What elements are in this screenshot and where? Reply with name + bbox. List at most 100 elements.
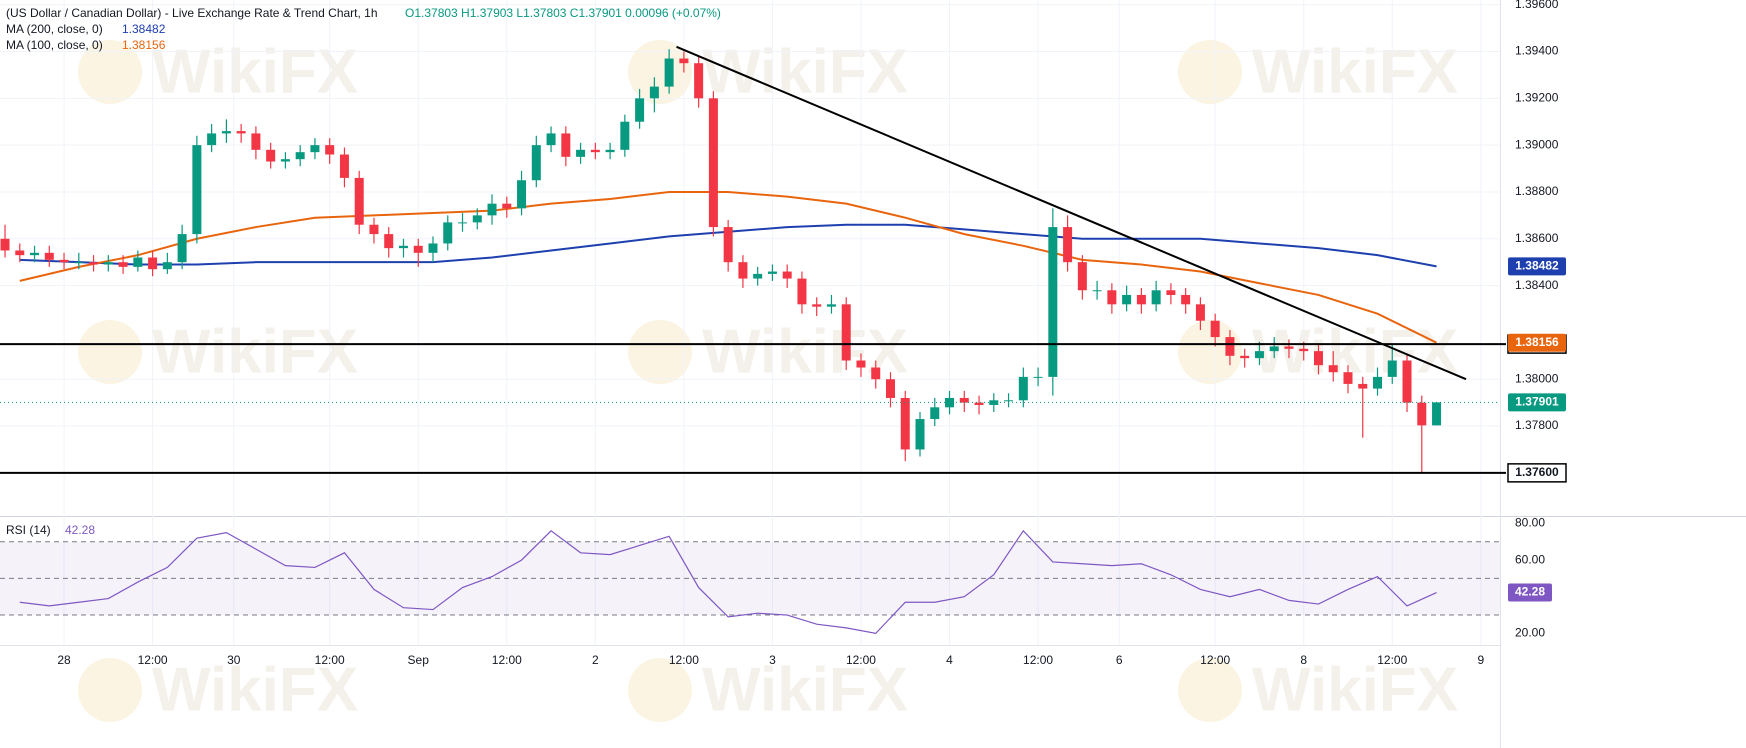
candle-body: [1048, 227, 1058, 377]
candle-body: [413, 245, 423, 253]
candle-body: [59, 259, 69, 263]
rsi-tag: [1508, 583, 1552, 602]
rsi-tick-label: 80.00: [1515, 516, 1545, 530]
x-tick-label: 28: [57, 653, 71, 667]
trendline: [676, 45, 1467, 381]
watermark-logo: [1178, 658, 1242, 722]
ma-tag: [1508, 333, 1566, 352]
ma-tag: [1508, 257, 1566, 276]
watermark-logo: [78, 320, 142, 384]
candle-body: [1092, 290, 1102, 292]
y-tick-label: 1.39400: [1515, 44, 1559, 58]
legend-name: MA (200, close, 0): [6, 22, 103, 36]
candle-body: [443, 222, 453, 244]
watermark: WikiFX: [1252, 37, 1458, 106]
candle-body: [620, 121, 630, 150]
chart-title: (US Dollar / Canadian Dollar) - Live Exc…: [6, 6, 378, 20]
candle-body: [1284, 346, 1294, 349]
candle-body: [930, 407, 940, 420]
ma-tag-label: 1.38156: [1515, 335, 1559, 349]
x-tick-label: 12:00: [492, 653, 522, 667]
candle-body: [738, 262, 748, 279]
y-tick-label: 1.39600: [1515, 0, 1559, 11]
y-tick-label: 1.38800: [1515, 184, 1559, 198]
moving-average: [19, 190, 1437, 344]
candle-body: [1432, 402, 1442, 426]
rsi-current: 42.28: [65, 523, 95, 537]
x-tick-label: 12:00: [1023, 653, 1053, 667]
candle-body: [133, 257, 143, 267]
level-tag: [1507, 463, 1567, 483]
candle-body: [295, 152, 305, 160]
candle-body: [207, 133, 217, 146]
candle-body: [517, 180, 527, 209]
candle-body: [251, 133, 261, 150]
candle-body: [531, 145, 541, 181]
candle-body: [1107, 290, 1117, 305]
candle-body: [428, 243, 438, 253]
candle-body: [1151, 290, 1161, 305]
candle-body: [1402, 360, 1412, 403]
candle-body: [635, 98, 645, 122]
candle-body: [162, 262, 172, 270]
y-tick-label: 1.38600: [1515, 231, 1559, 245]
candle-body: [1269, 346, 1279, 352]
candle-body: [856, 360, 866, 368]
candle-body: [384, 234, 394, 249]
x-tick-label: 12:00: [846, 653, 876, 667]
candle-body: [590, 149, 600, 153]
candle-body: [723, 227, 733, 263]
candle-body: [89, 262, 99, 265]
candle-body: [1166, 290, 1176, 295]
candle-body: [1181, 294, 1191, 305]
candle-body: [1240, 355, 1250, 359]
watermark-logo: [1178, 40, 1242, 104]
ma-tag-label: 1.38482: [1515, 259, 1559, 273]
candle-body: [679, 58, 689, 64]
watermark: WikiFX: [152, 317, 358, 386]
x-tick-label: 12:00: [1200, 653, 1230, 667]
candle-body: [782, 271, 792, 279]
watermark: WikiFX: [1252, 655, 1458, 724]
candle-body: [1136, 294, 1146, 305]
candle-body: [1225, 337, 1235, 356]
legend-value: 1.38156: [122, 38, 166, 52]
candle-body: [74, 262, 84, 264]
y-tick-label: 1.39200: [1515, 90, 1559, 104]
ohlc-readout: O1.37803 H1.37903 L1.37803 C1.37901 0.00…: [405, 6, 721, 20]
watermark: WikiFX: [152, 37, 358, 106]
candle-body: [15, 250, 25, 256]
candle-body: [487, 203, 497, 216]
candle-body: [959, 397, 969, 403]
watermark-logo: [78, 658, 142, 722]
candle-body: [885, 379, 895, 398]
candle-body: [708, 98, 718, 228]
candle-body: [797, 278, 807, 305]
candle-body: [325, 145, 335, 155]
candle-body: [945, 397, 955, 408]
last-price-label: 1.37901: [1515, 395, 1559, 409]
last-price-tag: [1508, 393, 1566, 412]
candle-body: [1343, 372, 1353, 384]
candle-body: [812, 304, 822, 307]
candle-body: [236, 131, 246, 134]
x-tick-label: 8: [1300, 653, 1307, 667]
rsi-tick-label: 60.00: [1515, 552, 1545, 566]
candle-body: [1417, 402, 1427, 426]
candle-body: [354, 177, 364, 225]
candle-body: [192, 145, 202, 235]
candle-body: [1210, 320, 1220, 338]
watermark-logo: [1178, 320, 1242, 384]
y-tick-label: 1.38400: [1515, 278, 1559, 292]
y-tick-label: 1.38000: [1515, 371, 1559, 385]
x-tick-label: 12:00: [315, 653, 345, 667]
candle-body: [1004, 400, 1014, 402]
candle-body: [664, 58, 674, 87]
x-tick-label: 12:00: [1377, 653, 1407, 667]
candle-body: [1299, 348, 1309, 352]
rsi-tag-label: 42.28: [1515, 585, 1545, 599]
candle-body: [900, 397, 910, 450]
watermark-logo: [628, 320, 692, 384]
watermark: WikiFX: [1252, 317, 1458, 386]
